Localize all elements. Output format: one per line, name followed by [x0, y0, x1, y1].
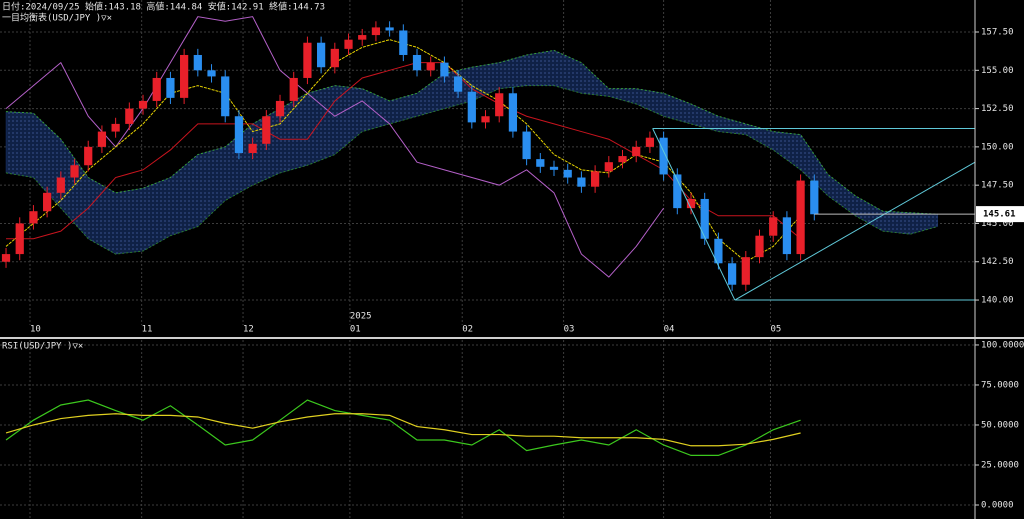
- candle-body: [714, 238, 723, 264]
- candle-body: [358, 35, 367, 40]
- candle-body: [727, 263, 737, 285]
- candle-body: [275, 100, 285, 117]
- y-tick-label: 145.00: [981, 219, 1014, 229]
- rsi-title: RSI(USD/JPY )▽×: [2, 342, 83, 352]
- y-tick-label: 155.00: [981, 66, 1014, 76]
- x-tick-label: 12: [243, 325, 254, 335]
- year-label: 2025: [350, 312, 372, 322]
- candle-body: [180, 54, 189, 98]
- candle-body: [741, 257, 750, 285]
- y-tick-label: 100.0000: [981, 340, 1024, 350]
- candle-body: [84, 146, 93, 166]
- candle-body: [686, 198, 696, 209]
- candle-body: [248, 143, 257, 154]
- candle-body: [399, 30, 408, 55]
- x-tick-label: 10: [30, 325, 41, 335]
- y-tick-label: 75.0000: [981, 380, 1019, 390]
- trendline: [652, 128, 736, 301]
- candle-body: [454, 76, 463, 92]
- candle-body: [467, 91, 476, 123]
- x-tick-label: 01: [350, 325, 361, 335]
- candle-body: [56, 177, 65, 193]
- candle-body: [782, 217, 792, 255]
- candle-body: [111, 123, 120, 132]
- candle-body: [645, 137, 655, 147]
- candle-body: [700, 198, 709, 239]
- y-tick-label: 25.0000: [981, 460, 1019, 470]
- candle-body: [138, 100, 148, 109]
- candle-body: [591, 171, 600, 187]
- candle-body: [166, 77, 175, 98]
- candle-body: [755, 235, 764, 258]
- y-tick-label: 150.00: [981, 142, 1014, 152]
- candle-body: [385, 27, 394, 31]
- candle-body: [303, 42, 312, 78]
- candle-body: [440, 62, 449, 77]
- candle-body: [522, 131, 531, 160]
- candle-body: [412, 54, 422, 71]
- candle-body: [262, 116, 271, 144]
- candle-body: [43, 192, 52, 212]
- candle-body: [289, 77, 298, 101]
- panel-title: 一目均衡表(USD/JPY )▽×: [2, 12, 112, 24]
- candle-body: [317, 42, 326, 68]
- y-tick-label: 147.50: [981, 181, 1014, 191]
- y-tick-label: 140.00: [981, 296, 1014, 306]
- x-tick-label: 03: [564, 325, 575, 335]
- candle-body: [344, 39, 353, 49]
- candle-body: [152, 77, 161, 101]
- trendline: [734, 161, 976, 301]
- y-tick-label: 50.0000: [981, 420, 1019, 430]
- candle-body: [1, 254, 11, 262]
- candle-body: [810, 180, 819, 215]
- candle-body: [577, 177, 586, 187]
- candle-body: [673, 174, 682, 209]
- candle-body: [125, 108, 134, 124]
- candle-body: [604, 162, 613, 172]
- x-tick-label: 05: [770, 325, 781, 335]
- y-tick-label: 0.0000: [981, 500, 1014, 510]
- last-price-box: [976, 206, 1024, 223]
- candle-body: [70, 165, 79, 178]
- span-a-line: [5, 49, 938, 215]
- candle-body: [481, 116, 490, 123]
- candle-body: [508, 93, 518, 132]
- candle-body: [15, 223, 24, 255]
- rsi-line: [5, 399, 801, 456]
- candle-body: [549, 166, 559, 170]
- span-b-line: [5, 85, 938, 255]
- y-tick-label: 157.50: [981, 28, 1014, 38]
- x-tick-label: 02: [462, 325, 473, 335]
- rsi-line: [5, 413, 801, 447]
- y-tick-label: 152.50: [981, 104, 1014, 114]
- candle-body: [234, 116, 244, 154]
- candle-body: [495, 93, 504, 117]
- y-tick-label: 142.50: [981, 257, 1014, 267]
- candle-body: [330, 48, 339, 68]
- candle-body: [618, 156, 627, 163]
- candle-body: [193, 54, 202, 71]
- candle-body: [659, 137, 668, 175]
- x-tick-label: 11: [142, 325, 153, 335]
- candle-body: [97, 131, 107, 147]
- candle-body: [796, 180, 805, 255]
- last-price-label: 145.61: [983, 210, 1016, 220]
- candle-body: [536, 159, 545, 167]
- candle-body: [632, 146, 641, 157]
- candle-body: [29, 211, 38, 224]
- candle-body: [426, 62, 435, 71]
- candle-body: [221, 76, 230, 117]
- candle-body: [563, 169, 572, 178]
- candle-body: [207, 70, 216, 77]
- candle-body: [769, 217, 778, 236]
- info-line: 日付:2024/09/25 始値:143.18 高値:144.84 安値:142…: [2, 1, 325, 13]
- x-tick-label: 04: [664, 325, 675, 335]
- candle-body: [371, 27, 381, 36]
- kijun-line: [6, 62, 801, 240]
